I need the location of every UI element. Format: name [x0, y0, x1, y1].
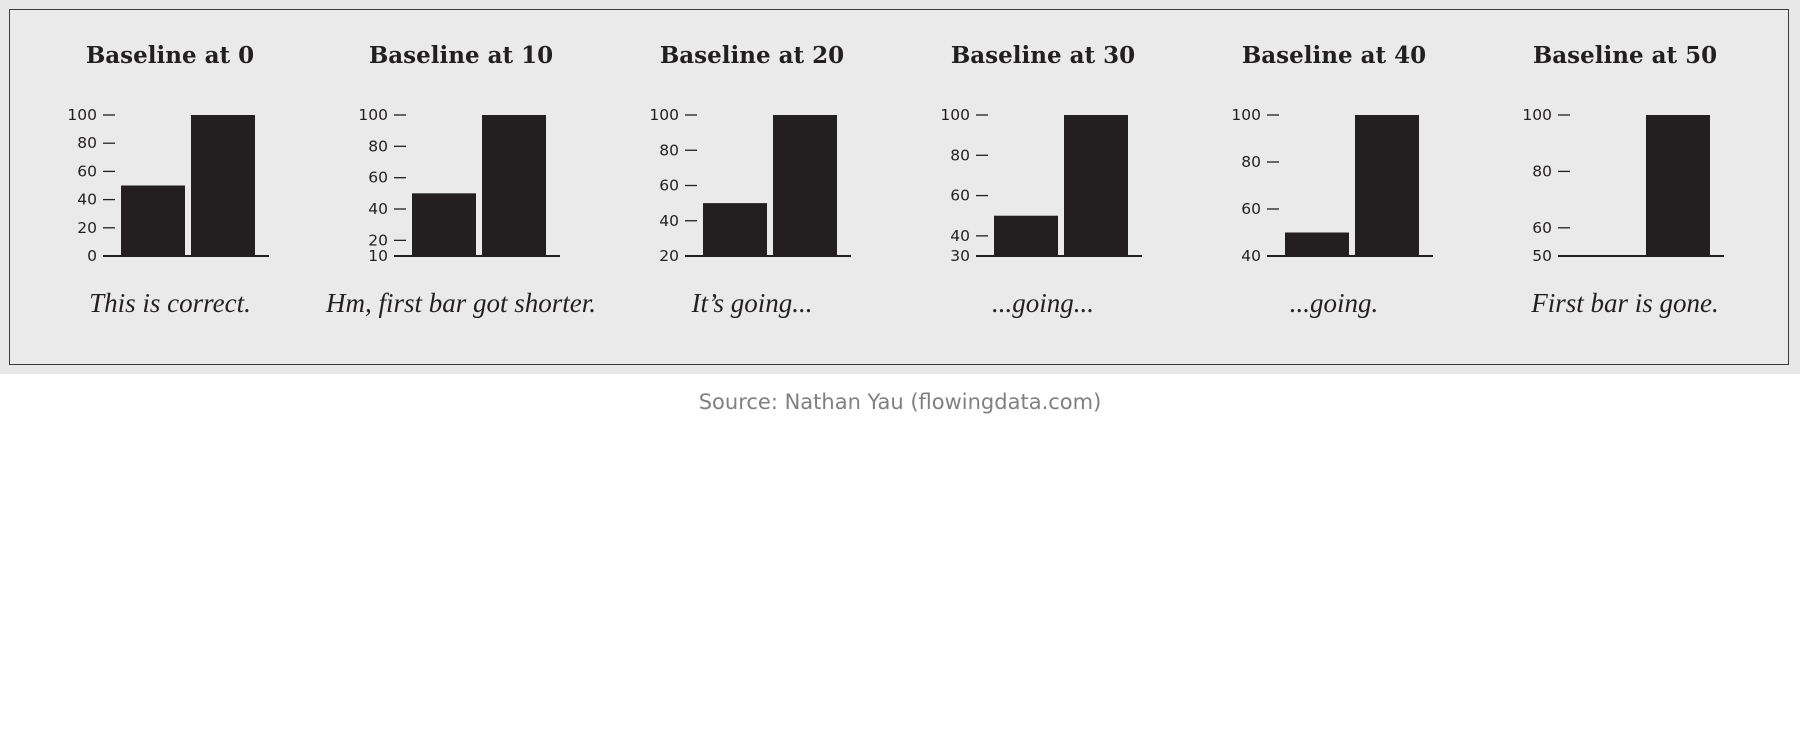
y-tick-label: 80 — [1532, 162, 1552, 180]
chart-caption: It’s going... — [691, 288, 813, 318]
figure-panel — [9, 9, 1789, 365]
bar-chart-4: Baseline at 40 40 60 80 100 ...going. — [1189, 30, 1479, 330]
y-tick-label: 40 — [950, 227, 970, 245]
chart-title: Baseline at 0 — [85, 42, 255, 69]
chart-plot: 40 60 80 100 — [1231, 106, 1433, 265]
bar-1 — [482, 115, 546, 256]
chart-title: Baseline at 30 — [950, 42, 1136, 69]
y-tick-label: 50 — [1532, 247, 1552, 265]
chart-caption: First bar is gone. — [1531, 288, 1719, 318]
chart-plot: 20 40 60 80 100 — [649, 106, 851, 265]
y-tick-label: 80 — [950, 146, 970, 164]
bar-0 — [121, 185, 185, 256]
y-tick-label: 100 — [1231, 106, 1261, 124]
bar-chart-3: Baseline at 30 30 40 60 80 100 ...going... — [898, 30, 1188, 330]
chart-title: Baseline at 20 — [659, 42, 845, 69]
chart-caption: ...going... — [991, 288, 1094, 318]
chart-plot: 30 40 60 80 100 — [940, 106, 1142, 265]
y-tick-label: 40 — [77, 191, 97, 209]
bar-1 — [191, 115, 255, 256]
y-tick-label: 80 — [1241, 153, 1261, 171]
bar-0 — [994, 215, 1058, 256]
chart-title: Baseline at 50 — [1532, 42, 1718, 69]
bar-chart-1: Baseline at 10 10 20 40 60 80 100 Hm, first bar… — [316, 30, 606, 330]
y-tick-label: 0 — [87, 247, 97, 265]
y-tick-label: 100 — [358, 106, 388, 124]
bar-chart-2: Baseline at 20 20 40 60 80 100 It’s going... — [607, 30, 897, 330]
y-tick-label: 60 — [77, 162, 97, 180]
y-tick-label: 20 — [368, 231, 388, 249]
y-tick-label: 80 — [368, 137, 388, 155]
bar-0 — [412, 193, 476, 256]
chart-caption: ...going. — [1289, 288, 1379, 318]
y-tick-label: 20 — [659, 247, 679, 265]
y-tick-label: 30 — [950, 247, 970, 265]
y-tick-label: 60 — [1241, 200, 1261, 218]
y-tick-label: 80 — [659, 141, 679, 159]
bar-0 — [703, 203, 767, 256]
y-tick-label: 40 — [659, 212, 679, 230]
bar-chart-0: Baseline at 0 0 20 40 60 80 100 This is correct… — [25, 30, 315, 330]
chart-plot: 0 20 40 60 80 100 — [67, 106, 269, 265]
y-tick-label: 100 — [940, 106, 970, 124]
bar-chart-5: Baseline at 50 50 60 80 100 First bar is gone… — [1480, 30, 1770, 330]
chart-title: Baseline at 40 — [1241, 42, 1427, 69]
bar-0 — [1285, 232, 1349, 256]
chart-title: Baseline at 10 — [368, 42, 554, 69]
bar-1 — [1355, 115, 1419, 256]
y-tick-label: 60 — [950, 187, 970, 205]
bar-1 — [773, 115, 837, 256]
y-tick-label: 60 — [368, 169, 388, 187]
source-note: Source: Nathan Yau (flowingdata.com) — [698, 390, 1102, 414]
y-tick-label: 40 — [368, 200, 388, 218]
y-tick-label: 100 — [67, 106, 97, 124]
y-tick-label: 100 — [1522, 106, 1552, 124]
bar-1 — [1064, 115, 1128, 256]
y-tick-label: 40 — [1241, 247, 1261, 265]
bar-1 — [1646, 115, 1710, 256]
y-tick-label: 80 — [77, 134, 97, 152]
chart-plot: 50 60 80 100 — [1522, 106, 1724, 265]
y-tick-label: 60 — [1532, 219, 1552, 237]
y-tick-label: 20 — [77, 219, 97, 237]
y-tick-label: 60 — [659, 177, 679, 195]
y-tick-label: 10 — [368, 247, 388, 265]
chart-caption: Hm, first bar got shorter. — [325, 288, 597, 318]
chart-caption: This is correct. — [89, 288, 251, 318]
y-tick-label: 100 — [649, 106, 679, 124]
